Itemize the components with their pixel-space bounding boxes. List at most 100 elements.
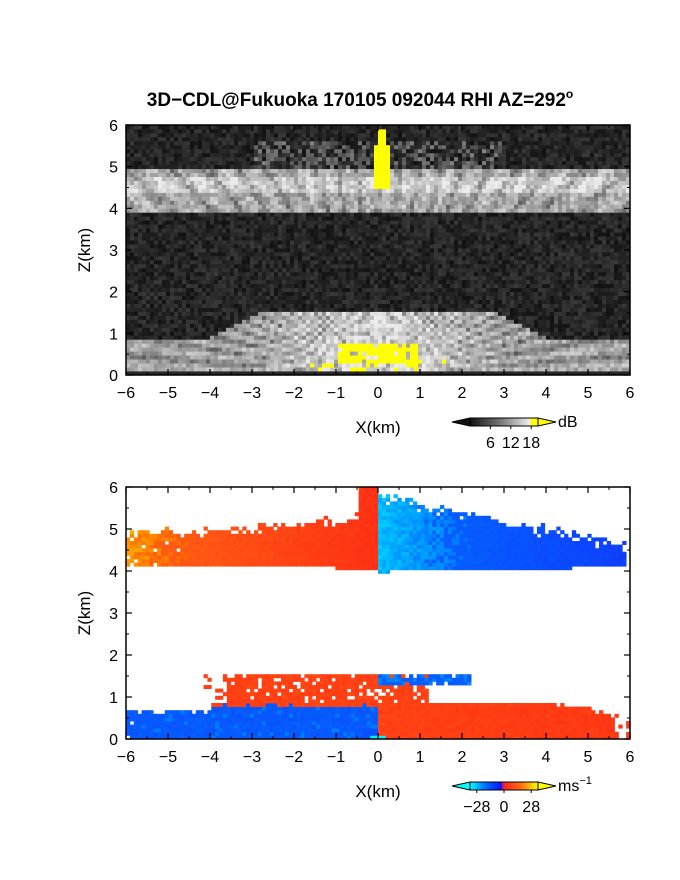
reflectivity-cell [218, 327, 223, 332]
reflectivity-cell [294, 164, 299, 170]
reflectivity-cell [350, 208, 355, 213]
reflectivity-cell [438, 355, 443, 360]
reflectivity-cell [246, 267, 251, 273]
reflectivity-cell [382, 192, 387, 197]
reflectivity-cell [126, 299, 131, 304]
reflectivity-cell [346, 125, 351, 130]
reflectivity-cell [278, 335, 283, 340]
reflectivity-cell [150, 244, 155, 249]
reflectivity-cell [230, 232, 235, 237]
reflectivity-cell [150, 220, 155, 225]
reflectivity-cell [286, 259, 291, 265]
reflectivity-cell [310, 303, 315, 308]
reflectivity-cell [430, 140, 435, 146]
reflectivity-cell [266, 152, 271, 158]
reflectivity-cell [282, 319, 287, 324]
reflectivity-cell [290, 216, 295, 221]
reflectivity-cell [186, 279, 191, 285]
reflectivity-cell [418, 255, 423, 261]
reflectivity-cell [210, 172, 215, 177]
reflectivity-cell [134, 192, 139, 197]
reflectivity-cell [382, 144, 387, 150]
reflectivity-cell [202, 140, 207, 146]
reflectivity-cell [166, 184, 171, 189]
reflectivity-cell [414, 343, 419, 348]
reflectivity-cell [138, 255, 143, 261]
reflectivity-cell [346, 156, 351, 162]
reflectivity-cell [202, 232, 207, 237]
reflectivity-cell [146, 263, 151, 269]
reflectivity-cell [362, 303, 367, 308]
reflectivity-cell [350, 351, 355, 356]
reflectivity-cell [130, 152, 135, 158]
reflectivity-cell [370, 236, 375, 241]
reflectivity-cell [262, 156, 267, 162]
reflectivity-cell [370, 148, 375, 154]
reflectivity-cell [358, 160, 363, 166]
reflectivity-cell [370, 125, 375, 130]
reflectivity-cell [210, 283, 215, 289]
reflectivity-cell [246, 168, 251, 174]
reflectivity-cell [418, 208, 423, 213]
reflectivity-cell [222, 327, 227, 332]
reflectivity-cell [310, 363, 315, 368]
reflectivity-cell [294, 236, 299, 241]
reflectivity-cell [134, 283, 139, 289]
reflectivity-cell [374, 156, 379, 162]
reflectivity-cell [182, 363, 187, 368]
reflectivity-cell [178, 156, 183, 162]
reflectivity-cell [170, 244, 175, 249]
reflectivity-cell [206, 164, 211, 170]
reflectivity-cell [342, 176, 347, 181]
reflectivity-cell [162, 148, 167, 154]
reflectivity-cell [222, 160, 227, 166]
reflectivity-cell [206, 224, 211, 229]
reflectivity-cell [346, 128, 351, 134]
reflectivity-cell [290, 287, 295, 293]
reflectivity-cell [222, 248, 227, 253]
reflectivity-cell [370, 323, 375, 328]
reflectivity-cell [298, 244, 303, 249]
reflectivity-cell [246, 271, 251, 277]
reflectivity-cell [426, 331, 431, 336]
reflectivity-cell [238, 267, 243, 273]
reflectivity-cell [310, 315, 315, 320]
reflectivity-cell [378, 311, 383, 316]
reflectivity-cell [254, 255, 259, 261]
reflectivity-cell [278, 164, 283, 170]
reflectivity-cell [230, 136, 235, 142]
reflectivity-cell [426, 251, 431, 257]
reflectivity-cell [438, 291, 443, 297]
reflectivity-cell [186, 251, 191, 257]
reflectivity-cell [170, 192, 175, 197]
reflectivity-cell [322, 343, 327, 348]
reflectivity-cell [430, 275, 435, 281]
reflectivity-cell [366, 128, 371, 134]
reflectivity-cell [338, 216, 343, 221]
reflectivity-cell [250, 331, 255, 336]
reflectivity-cell [278, 220, 283, 225]
reflectivity-cell [254, 251, 259, 257]
reflectivity-cell [282, 152, 287, 158]
reflectivity-cell [390, 204, 395, 209]
reflectivity-cell [382, 236, 387, 241]
reflectivity-cell [274, 287, 279, 293]
reflectivity-cell [314, 367, 319, 372]
reflectivity-cell [302, 259, 307, 265]
reflectivity-cell [222, 323, 227, 328]
reflectivity-cell [362, 371, 367, 376]
reflectivity-cell [218, 291, 223, 297]
reflectivity-cell [162, 263, 167, 269]
reflectivity-cell [302, 148, 307, 154]
reflectivity-cell [242, 232, 247, 237]
reflectivity-cell [418, 204, 423, 209]
reflectivity-cell [414, 355, 419, 360]
reflectivity-cell [434, 367, 439, 372]
reflectivity-cell [218, 339, 223, 344]
reflectivity-cell [242, 283, 247, 289]
reflectivity-cell [318, 359, 323, 364]
reflectivity-cell [246, 188, 251, 193]
reflectivity-cell [306, 168, 311, 174]
reflectivity-cell [270, 132, 275, 138]
reflectivity-cell [230, 291, 235, 297]
